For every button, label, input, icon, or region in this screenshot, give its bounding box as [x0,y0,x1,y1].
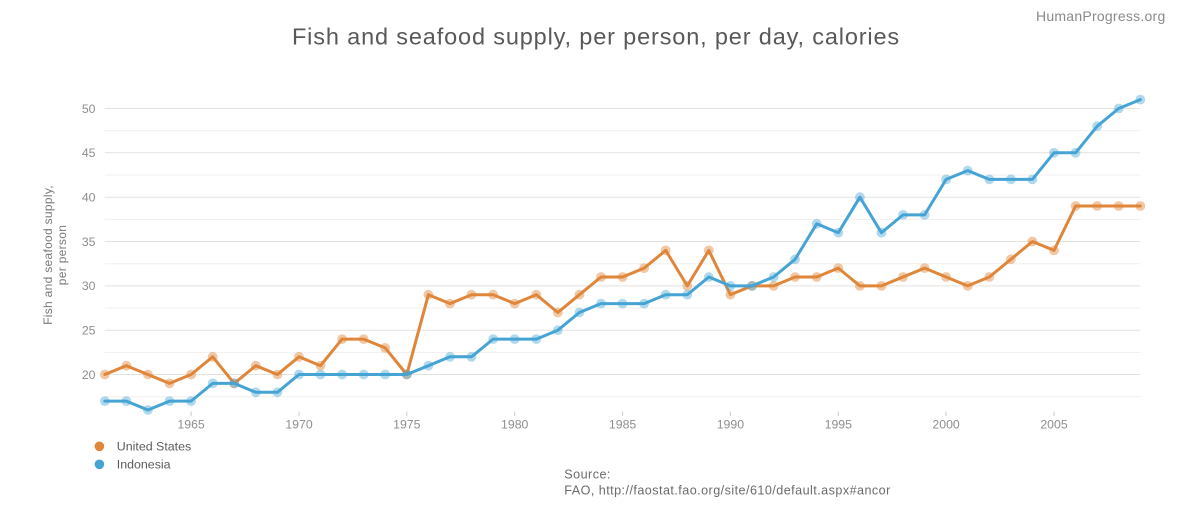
svg-text:1980: 1980 [501,418,529,432]
svg-text:Fish and seafood supply, per p: Fish and seafood supply, per person, per… [292,24,900,50]
svg-text:1970: 1970 [285,418,313,432]
svg-text:Source:: Source: [564,467,611,481]
svg-text:1965: 1965 [177,418,205,432]
svg-text:FAO, http://faostat.fao.org/si: FAO, http://faostat.fao.org/site/610/def… [564,483,890,497]
svg-text:30: 30 [82,279,96,293]
svg-text:per person: per person [55,225,69,285]
svg-text:1985: 1985 [609,418,637,432]
svg-text:40: 40 [82,191,96,205]
svg-text:1990: 1990 [717,418,745,432]
svg-text:United States: United States [117,440,191,454]
svg-text:25: 25 [82,324,96,338]
svg-text:20: 20 [82,368,96,382]
svg-text:45: 45 [82,146,96,160]
svg-text:35: 35 [82,235,96,249]
svg-text:Fish and seafood supply,: Fish and seafood supply, [41,185,55,325]
svg-text:50: 50 [82,102,96,116]
svg-text:1995: 1995 [825,418,853,432]
svg-text:1975: 1975 [393,418,421,432]
svg-text:2005: 2005 [1040,418,1068,432]
svg-text:2000: 2000 [932,418,960,432]
svg-text:HumanProgress.org: HumanProgress.org [1036,8,1166,24]
svg-text:Indonesia: Indonesia [117,458,171,472]
